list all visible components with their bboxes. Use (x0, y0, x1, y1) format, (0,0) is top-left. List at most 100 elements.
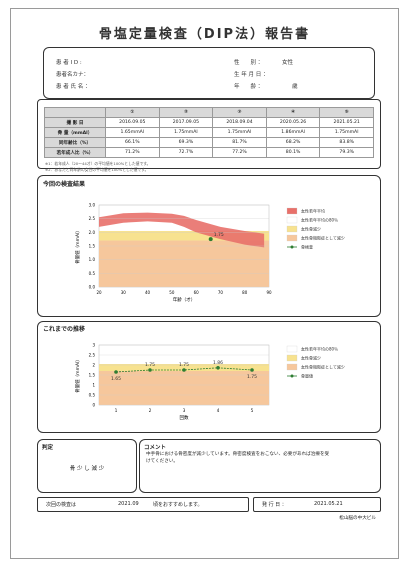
x-tick-label: 40 (145, 290, 151, 295)
y-axis-label: 骨量値（mmAl） (74, 357, 81, 393)
history-heading: これまでの推移 (43, 326, 86, 333)
sex-value: 女性 (282, 60, 294, 66)
x-tick-label: 20 (96, 290, 102, 295)
clinic-name: 松山脳の中大ビル (339, 516, 376, 521)
date-cell: 2020.05.26 (265, 117, 321, 128)
young-adult-cell: 71.2% (105, 147, 160, 158)
data-label: 1.86 (213, 360, 223, 366)
x-tick-label: 80 (242, 290, 248, 295)
y-tick-label: 1 (92, 383, 95, 388)
legend-label: 女性骨減少 (301, 226, 321, 232)
legend-label: 骨量値 (301, 373, 313, 379)
next-exam-suffix: 頃をおすすめします。 (153, 502, 203, 508)
row-label: 撮 影 日 (44, 117, 106, 128)
column-header: ④ (265, 107, 321, 118)
history-chart: 3 2.5 2 1.5 1 0.5 0 1 2 3 4 5 回数 骨量値（mmAl） 1.65 1.75 1.7… (74, 343, 345, 422)
legend-swatch (286, 216, 298, 224)
young-adult-band (99, 212, 265, 248)
data-label: 1.75 (179, 362, 189, 368)
date-cell: 2018.09.04 (212, 117, 267, 128)
x-tick-label: 3 (183, 408, 186, 413)
same-age-cell: 69.3% (158, 137, 214, 148)
note-1: ※1：若年成人（20～44才）の平均値を100%とした値です。 (45, 161, 151, 166)
patient-info-box: 患 者 I D : 患者名カナ： 患 者 氏 名 ： 性 別 ： 女性 生 年 … (43, 47, 375, 99)
issue-date-box: 発 行 日 ： 2021.05.21 (253, 497, 381, 512)
measured-point-label: 1.75 (214, 232, 224, 238)
data-label: 1.75 (247, 374, 257, 380)
y-tick-label: 1.5 (89, 244, 96, 249)
comment-heading: コメント (144, 445, 167, 451)
next-exam-label: 次回の検査は (46, 502, 77, 508)
column-header: ③ (212, 107, 267, 118)
data-point (182, 368, 186, 372)
legend-label: 女性骨粗鬆症として減少 (301, 235, 345, 241)
x-tick-label: 50 (169, 290, 175, 295)
table-row: ① ② ③ ④ ⑤ (44, 107, 374, 118)
same-age-cell: 68.2% (265, 137, 321, 148)
legend-label: 女性若年平均 (301, 208, 325, 214)
y-tick-label: 2.0 (89, 230, 96, 235)
y-tick-label: 0 (92, 403, 95, 408)
comment-box: コメント 中手骨における骨密度が減少しています。骨密度検査をおこない、必要があれ… (139, 439, 381, 493)
y-tick-label: 2.5 (89, 353, 96, 358)
same-age-cell: 83.8% (319, 137, 374, 148)
date-cell: 2017.09.05 (158, 117, 214, 128)
age-unit: 歳 (292, 84, 298, 90)
patient-kana-label: 患者名カナ： (56, 72, 90, 78)
dob-label: 生 年 月 日 ： (234, 72, 269, 78)
bone-cell: 1.65mmAl (105, 127, 160, 138)
young-adult-cell: 79.3% (319, 147, 374, 158)
same-age-cell: 81.7% (212, 137, 267, 148)
x-axis-label: 年齢（才） (173, 296, 196, 303)
data-point (148, 368, 152, 372)
data-point (114, 370, 118, 374)
note-2: ※2：あなたと同年齢の女性の平均値を100%とした値です。 (45, 167, 149, 172)
legend-swatch (286, 345, 298, 353)
column-header: ② (158, 107, 214, 118)
legend-label: 女性若年平均の80％ (301, 217, 338, 223)
bone-cell: 1.75mmAl (158, 127, 214, 138)
legend-marker (290, 245, 294, 249)
legend-swatch (286, 354, 298, 362)
x-axis-label: 回数 (180, 414, 189, 421)
current-heading: 今回の検査結果 (43, 181, 86, 188)
same-age-cell: 66.1% (105, 137, 160, 148)
data-label: 1.75 (145, 362, 155, 368)
report-sheet: 骨塩定量検査（DIP法）報告書 患 者 I D : 患者名カナ： 患 者 氏 名… (10, 8, 399, 559)
y-tick-label: 2.5 (89, 216, 96, 221)
legend-marker (290, 374, 294, 378)
column-header: ① (105, 107, 160, 118)
data-point (250, 368, 254, 372)
judgement-box: 判定 骨 少 し 減 少 (37, 439, 137, 493)
issue-date-label: 発 行 日 ： (262, 502, 287, 508)
young-adult-cell: 80.1% (265, 147, 321, 158)
judgement-heading: 判定 (42, 445, 54, 451)
young-adult-cell: 77.2% (212, 147, 267, 158)
legend-label: 女性骨減少 (301, 355, 321, 361)
legend-label: 女性若年平均の80％ (301, 346, 338, 352)
x-tick-label: 30 (121, 290, 127, 295)
x-tick-label: 70 (218, 290, 224, 295)
osteoporosis-band (99, 371, 269, 405)
table-row: 若年成人比（%） 71.2% 72.7% 77.2% 80.1% 79.3% (44, 147, 374, 158)
issue-date-value: 2021.05.21 (314, 501, 343, 507)
x-tick-label: 5 (251, 408, 254, 413)
date-cell: 2016.09.05 (105, 117, 160, 128)
bone-cell: 1.86mmAl (265, 127, 321, 138)
row-label: 骨 量（mmAl） (44, 127, 106, 138)
table-row: 撮 影 日 2016.09.05 2017.09.05 2018.09.04 2… (44, 117, 374, 128)
patient-id-label: 患 者 I D : (56, 60, 82, 66)
legend-label: 骨検査 (301, 244, 313, 250)
sex-label: 性 別 ： (234, 60, 264, 66)
table-row: 骨 量（mmAl） 1.65mmAl 1.75mmAl 1.75mmAl 1.8… (44, 127, 374, 138)
date-cell: 2021.05.21 (319, 117, 374, 128)
x-tick-label: 60 (194, 290, 200, 295)
y-axis-label: 骨量値（mmAl） (74, 228, 81, 264)
comment-text: 中手骨における骨密度が減少しています。骨密度検査をおこない、必要があれば治療を受… (146, 452, 330, 464)
legend-swatch (286, 225, 298, 233)
bone-cell: 1.75mmAl (212, 127, 267, 138)
legend-swatch (286, 363, 298, 371)
judgement-value: 骨 少 し 減 少 (69, 466, 105, 472)
y-tick-label: 3.0 (89, 203, 96, 208)
data-point (216, 366, 220, 370)
